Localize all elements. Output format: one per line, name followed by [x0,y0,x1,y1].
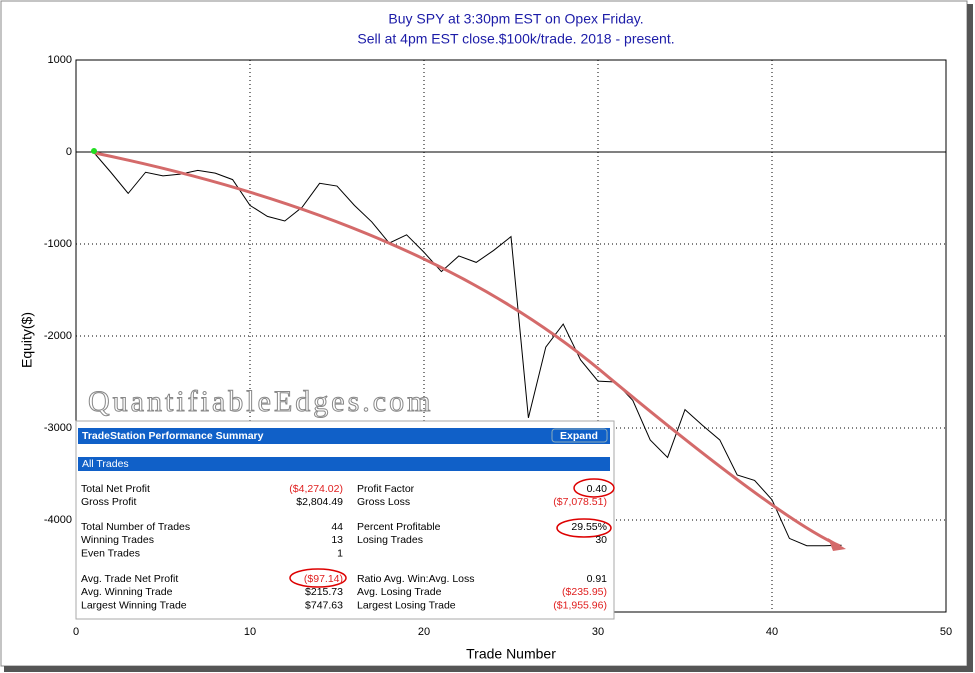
arrow-head [828,538,846,551]
summary-value: ($1,955.96) [553,599,607,611]
chart-title: Sell at 4pm EST close.$100k/trade. 2018 … [357,31,674,47]
highlight [573,478,615,498]
summary-value: 30 [595,534,607,546]
equity-line [93,151,842,547]
summary-label: Even Trades [81,547,140,559]
summary-title: TradeStation Performance Summary [82,430,264,442]
summary-value: 0.40 [587,483,608,495]
highlight [556,518,612,538]
y-axis-label: Equity($) [19,312,35,368]
section-bar [78,457,610,471]
x-tick-label: 20 [418,626,430,638]
summary-label: Total Net Profit [81,483,150,495]
summary-label: Avg. Winning Trade [81,586,173,598]
summary-label: Ratio Avg. Win:Avg. Loss [357,573,475,585]
summary-value: ($97.14) [304,573,343,585]
summary-value: ($235.95) [562,586,607,598]
summary-label: Gross Loss [357,496,410,508]
expand-label[interactable]: Expand [560,430,598,442]
summary-value: 1 [337,547,343,559]
summary-label: Winning Trades [81,534,154,546]
expand-button[interactable] [551,428,608,443]
summary-header [78,428,610,444]
summary-value: $747.63 [305,599,343,611]
summary-value: ($4,274.02) [289,483,343,495]
chart-title: Buy SPY at 3:30pm EST on Opex Friday. [388,11,643,27]
summary-label: Gross Profit [81,496,137,508]
summary-label: Losing Trades [357,534,423,546]
summary-value: $2,804.49 [296,496,343,508]
summary-value: $215.73 [305,586,343,598]
watermark: QuantifiableEdges.com [88,385,433,418]
summary-value: 0.91 [587,573,608,585]
summary-value: 29.55% [571,521,607,533]
x-tick-label: 0 [73,626,79,638]
summary-label: Avg. Trade Net Profit [81,573,178,585]
y-tick-label: -1000 [44,238,72,250]
summary-label: Largest Winning Trade [81,599,187,611]
summary-label: Total Number of Trades [81,521,190,533]
shadow [967,4,973,670]
y-tick-label: -4000 [44,514,72,526]
x-tick-label: 30 [592,626,604,638]
summary-panel [75,420,615,620]
summary-label: Avg. Losing Trade [357,586,442,598]
x-tick-label: 40 [766,626,778,638]
y-tick-label: 1000 [48,54,72,66]
summary-value: ($7,078.51) [553,496,607,508]
summary-label: Profit Factor [357,483,415,495]
summary-value: 13 [331,534,343,546]
y-tick-label: -2000 [44,330,72,342]
section-title: All Trades [82,458,129,470]
x-tick-label: 50 [940,626,952,638]
summary-label: Percent Profitable [357,521,441,533]
x-tick-label: 10 [244,626,256,638]
y-tick-label: 0 [66,146,72,158]
y-tick-label: -3000 [44,422,72,434]
x-axis-label: Trade Number [466,646,556,662]
summary-label: Largest Losing Trade [357,599,456,611]
start-dot [91,148,97,154]
trend-arrow [94,151,841,548]
summary-value: 44 [331,521,343,533]
shadow [4,666,973,672]
highlight [289,568,347,588]
